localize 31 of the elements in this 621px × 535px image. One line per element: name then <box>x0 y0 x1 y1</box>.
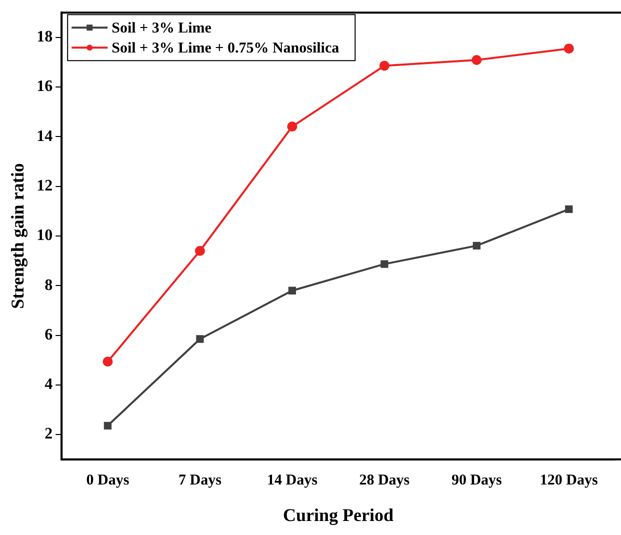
point <box>194 246 205 256</box>
y-tick-label: 2 <box>44 426 53 443</box>
point <box>472 55 482 66</box>
point <box>288 286 296 294</box>
x-tick-label: 120 Days <box>540 472 598 488</box>
point <box>287 122 298 132</box>
point <box>102 356 113 367</box>
y-tick-label: 6 <box>44 326 53 344</box>
y-tick-label: 14 <box>36 128 53 145</box>
point <box>379 60 390 71</box>
x-tick-label: 28 Days <box>359 472 410 488</box>
point <box>565 205 573 214</box>
x-tick-label: 14 Days <box>266 472 318 488</box>
point <box>472 242 480 250</box>
y-tick-label: 16 <box>36 78 53 96</box>
x-tick-label: 7 Days <box>178 472 222 488</box>
x-tick-label: 90 Days <box>451 472 502 488</box>
point <box>380 260 388 268</box>
y-axis-title: Strength gain ratio <box>7 163 28 309</box>
y-tick-label: 10 <box>36 227 53 244</box>
point <box>196 335 204 343</box>
legend-label: Soil + 3% Lime <box>112 20 212 36</box>
legend-label: Soil + 3% Lime + 0.75% Nanosilica <box>112 40 340 56</box>
y-tick-label: 18 <box>36 28 53 46</box>
y-tick-label: 8 <box>44 276 53 294</box>
point <box>564 44 574 54</box>
point <box>104 422 112 430</box>
x-axis-title: Curing Period <box>283 504 394 525</box>
x-tick-label: 0 Days <box>86 472 130 488</box>
y-tick-label: 4 <box>44 376 53 394</box>
y-tick-label: 12 <box>36 177 53 194</box>
